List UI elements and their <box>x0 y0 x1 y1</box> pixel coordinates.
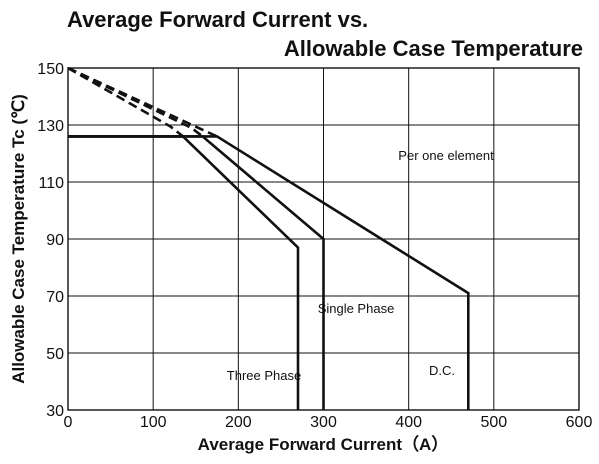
series-d-c-derating-dashed <box>67 66 218 138</box>
annotation-per-one-element: Per one element <box>398 148 494 163</box>
series-d-c <box>67 66 470 410</box>
y-tick-label: 30 <box>46 403 64 420</box>
y-tick-labels: 30 50 70 90 110 130 150 <box>37 61 64 420</box>
y-tick-label: 90 <box>46 232 64 249</box>
annotation-single-phase: Single Phase <box>318 301 395 316</box>
x-tick-label: 500 <box>480 414 507 431</box>
x-tick-label: 0 <box>64 414 73 431</box>
annotation-dc: D.C. <box>429 363 455 378</box>
y-tick-label: 70 <box>46 289 64 306</box>
chart-title-line-1: Average Forward Current vs. <box>67 7 368 32</box>
series-three-phase-derating-dashed <box>67 66 184 138</box>
x-tick-label: 300 <box>310 414 337 431</box>
x-tick-label: 100 <box>140 414 167 431</box>
x-tick-labels: 0 100 200 300 400 500 600 <box>64 414 593 431</box>
y-axis-title: Allowable Case Temperature Tc (℃) <box>9 94 28 384</box>
annotation-three-phase: Three Phase <box>227 368 301 383</box>
series-d-c-line <box>68 135 470 410</box>
chart-title-line-2: Allowable Case Temperature <box>284 36 583 61</box>
x-tick-label: 200 <box>225 414 252 431</box>
y-tick-label: 150 <box>37 61 64 78</box>
x-tick-label: 400 <box>395 414 422 431</box>
y-tick-label: 50 <box>46 346 64 363</box>
x-axis-title: Average Forward Current（A） <box>198 434 449 454</box>
series-layer <box>67 66 470 410</box>
x-tick-label: 600 <box>566 414 593 431</box>
y-tick-label: 130 <box>37 118 64 135</box>
y-tick-label: 110 <box>38 175 64 192</box>
